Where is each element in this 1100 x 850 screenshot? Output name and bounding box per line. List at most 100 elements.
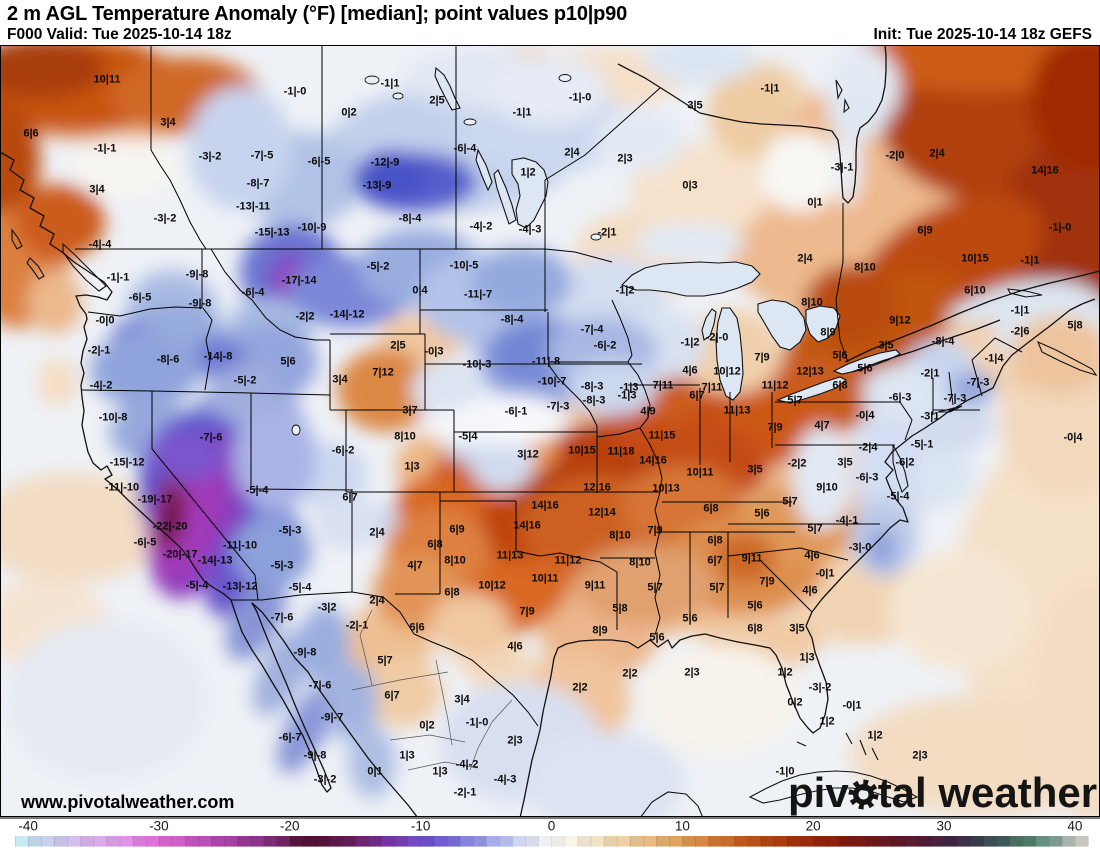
- svg-text:1|3: 1|3: [399, 750, 414, 762]
- svg-text:-2|0: -2|0: [886, 150, 905, 162]
- svg-text:-1|-0: -1|-0: [284, 86, 307, 98]
- svg-text:-7|-3: -7|-3: [944, 393, 967, 405]
- svg-text:7|11: 7|11: [702, 382, 723, 394]
- svg-text:12|14: 12|14: [588, 507, 616, 519]
- svg-text:10|11: 10|11: [687, 467, 714, 479]
- svg-text:20: 20: [806, 819, 821, 834]
- svg-text:-17|-14: -17|-14: [282, 275, 318, 287]
- svg-text:-9|-7: -9|-7: [321, 712, 344, 724]
- svg-text:6|8: 6|8: [703, 503, 718, 515]
- svg-text:2|3: 2|3: [617, 153, 632, 165]
- svg-text:6|8: 6|8: [747, 623, 762, 635]
- svg-text:6|6: 6|6: [23, 128, 38, 140]
- svg-text:5|7: 5|7: [782, 496, 797, 508]
- svg-text:-0|3: -0|3: [425, 346, 444, 358]
- svg-text:-4|-2: -4|-2: [456, 759, 479, 771]
- svg-text:4|6: 4|6: [682, 365, 697, 377]
- svg-text:5|7: 5|7: [807, 523, 822, 535]
- svg-text:-9|-8: -9|-8: [304, 750, 327, 762]
- svg-text:-5|-4: -5|-4: [246, 485, 270, 497]
- svg-text:-2|2: -2|2: [788, 458, 807, 470]
- svg-text:2|3: 2|3: [684, 667, 699, 679]
- svg-text:6|9: 6|9: [449, 524, 464, 536]
- svg-text:3|5: 3|5: [789, 623, 804, 635]
- svg-text:7|11: 7|11: [653, 380, 674, 392]
- svg-text:14|16: 14|16: [531, 500, 559, 512]
- svg-text:5|7: 5|7: [709, 582, 724, 594]
- svg-text:2|4: 2|4: [797, 253, 813, 265]
- svg-text:-40: -40: [18, 819, 38, 834]
- svg-text:7|9: 7|9: [519, 606, 534, 618]
- svg-text:0|1: 0|1: [367, 766, 382, 778]
- svg-text:30: 30: [936, 819, 951, 834]
- svg-text:0|2: 0|2: [341, 107, 356, 119]
- svg-text:6|8: 6|8: [444, 587, 459, 599]
- svg-text:11|12: 11|12: [555, 555, 582, 567]
- svg-text:12|16: 12|16: [583, 482, 611, 494]
- svg-text:0|4: 0|4: [412, 285, 428, 297]
- svg-text:-13|-9: -13|-9: [363, 180, 392, 192]
- svg-text:-1|2: -1|2: [616, 285, 635, 297]
- svg-text:8|10: 8|10: [444, 555, 465, 567]
- svg-text:-6|-7: -6|-7: [279, 732, 302, 744]
- svg-text:11|18: 11|18: [608, 446, 635, 458]
- svg-text:3|5: 3|5: [687, 100, 702, 112]
- svg-text:11|12: 11|12: [762, 380, 789, 392]
- svg-text:9|10: 9|10: [816, 482, 837, 494]
- svg-text:-0|0: -0|0: [96, 315, 115, 327]
- svg-text:6|7: 6|7: [707, 555, 722, 567]
- svg-text:-19|-17: -19|-17: [138, 494, 173, 506]
- svg-text:-6|-2: -6|-2: [332, 445, 355, 457]
- svg-text:-20|-17: -20|-17: [163, 549, 198, 561]
- svg-text:-3|-1: -3|-1: [831, 162, 854, 174]
- svg-text:-4|-4: -4|-4: [89, 239, 113, 251]
- svg-text:-0|4: -0|4: [1064, 432, 1084, 444]
- svg-text:-10: -10: [411, 819, 431, 834]
- svg-text:-9|-8: -9|-8: [189, 298, 212, 310]
- svg-text:-4|-1: -4|-1: [836, 515, 859, 527]
- svg-text:3|5: 3|5: [747, 464, 762, 476]
- svg-text:0: 0: [548, 819, 556, 834]
- svg-text:1|3: 1|3: [432, 766, 447, 778]
- svg-text:10|11: 10|11: [532, 573, 559, 585]
- svg-text:6|8: 6|8: [832, 380, 847, 392]
- svg-text:4|6: 4|6: [507, 641, 522, 653]
- svg-text:6|7: 6|7: [384, 690, 399, 702]
- svg-text:2|5: 2|5: [429, 95, 444, 107]
- svg-text:8|10: 8|10: [394, 431, 415, 443]
- svg-text:10|15: 10|15: [961, 253, 989, 265]
- svg-text:2|5: 2|5: [390, 340, 405, 352]
- svg-text:-10|-3: -10|-3: [463, 359, 492, 371]
- svg-text:10|15: 10|15: [568, 445, 596, 457]
- svg-text:5|7: 5|7: [647, 582, 662, 594]
- svg-text:-6|-2: -6|-2: [594, 340, 617, 352]
- svg-text:-5|-4: -5|-4: [186, 580, 210, 592]
- svg-text:-8|-3: -8|-3: [583, 395, 606, 407]
- svg-text:-5|4: -5|4: [459, 431, 479, 443]
- svg-text:-1|2: -1|2: [681, 337, 700, 349]
- svg-text:-1|3: -1|3: [618, 390, 637, 402]
- svg-text:-5|-1: -5|-1: [911, 439, 934, 451]
- svg-text:-11|-7: -11|-7: [464, 289, 492, 301]
- svg-text:11|15: 11|15: [649, 430, 676, 442]
- svg-text:3|5: 3|5: [878, 340, 893, 352]
- svg-text:-1|1: -1|1: [1011, 305, 1030, 317]
- svg-text:-8|-3: -8|-3: [581, 381, 604, 393]
- svg-text:-7|-6: -7|-6: [271, 612, 294, 624]
- svg-text:10|11: 10|11: [94, 74, 121, 86]
- svg-text:9|12: 9|12: [889, 315, 910, 327]
- svg-text:7|12: 7|12: [372, 367, 393, 379]
- svg-text:10: 10: [675, 819, 690, 834]
- svg-text:1|2: 1|2: [520, 167, 535, 179]
- svg-text:-5|-3: -5|-3: [279, 525, 302, 537]
- svg-text:4|6: 4|6: [802, 585, 817, 597]
- svg-text:-2|2: -2|2: [296, 311, 315, 323]
- svg-text:7|9: 7|9: [754, 352, 769, 364]
- svg-text:3|7: 3|7: [402, 405, 417, 417]
- svg-text:8|9: 8|9: [592, 625, 607, 637]
- svg-text:-4|-3: -4|-3: [519, 224, 542, 236]
- svg-text:-7|-3: -7|-3: [967, 377, 990, 389]
- svg-text:3|4: 3|4: [89, 184, 105, 196]
- svg-text:-13|-12: -13|-12: [223, 581, 258, 593]
- svg-text:-1|1: -1|1: [761, 83, 780, 95]
